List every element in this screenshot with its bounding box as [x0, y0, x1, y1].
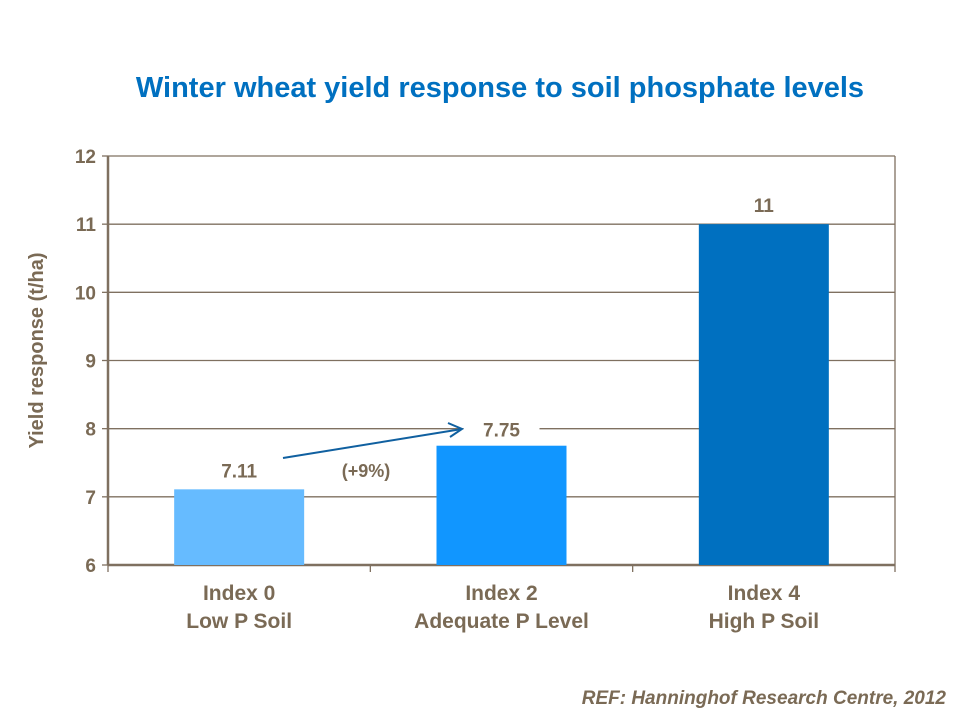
x-tick-label: Index 0	[203, 582, 275, 605]
data-label: 11	[754, 196, 775, 217]
x-tick-label: Adequate P Level	[414, 610, 589, 633]
x-tick-label: Index 2	[465, 582, 537, 605]
y-tick-label: 6	[85, 556, 96, 577]
growth-annotation: (+9%)	[342, 461, 391, 481]
reference-note: REF: Hanninghof Research Centre, 2012	[581, 688, 946, 709]
y-tick-label: 7	[85, 488, 96, 509]
x-tick-label: Low P Soil	[186, 610, 292, 633]
bar	[174, 489, 305, 565]
bar	[698, 224, 829, 565]
y-axis-label: Yield response (t/ha)	[26, 253, 48, 449]
y-tick-label: 9	[85, 352, 96, 373]
y-tick-label: 12	[75, 147, 96, 168]
x-tick-label: Index 4	[728, 582, 801, 605]
data-label: 7.11	[221, 461, 257, 482]
arrow-head-icon	[447, 422, 465, 438]
bar	[436, 445, 567, 565]
chart-title: Winter wheat yield response to soil phos…	[135, 72, 865, 104]
data-label: 7.75	[483, 421, 520, 442]
y-tick-label: 8	[85, 420, 96, 441]
y-tick-label: 11	[76, 215, 97, 236]
x-tick-label: High P Soil	[709, 610, 819, 633]
y-tick-label: 10	[75, 283, 96, 304]
growth-arrow	[282, 428, 463, 459]
data-label-bg	[463, 416, 540, 441]
